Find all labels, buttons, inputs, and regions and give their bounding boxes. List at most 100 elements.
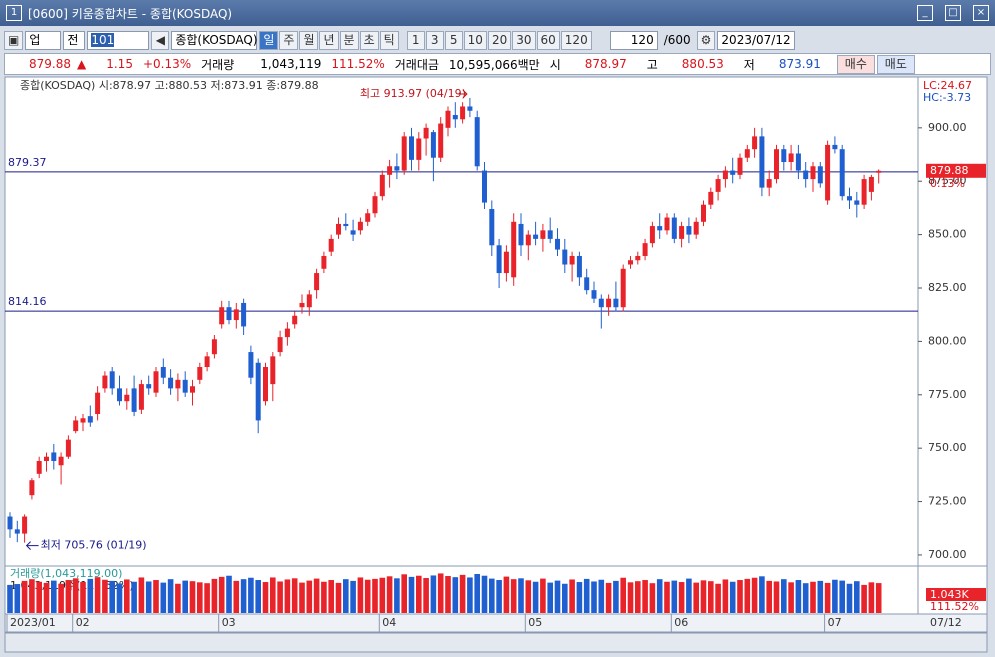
candle-body xyxy=(350,230,356,235)
y-tick-label: 775.00 xyxy=(928,388,967,401)
candle-body xyxy=(664,217,670,231)
sell-button[interactable]: 매도 xyxy=(876,54,915,74)
candle-body xyxy=(722,170,728,180)
volume-bar xyxy=(554,580,561,613)
volume-bar xyxy=(635,581,641,613)
volume-bar xyxy=(364,579,371,613)
volume-bar xyxy=(737,580,743,613)
volume-bar xyxy=(467,577,473,613)
candle-body xyxy=(168,377,174,389)
period-button[interactable]: 10 xyxy=(463,30,487,50)
period-button[interactable]: 1 xyxy=(406,30,425,50)
candle-body xyxy=(868,176,874,192)
volume-bar xyxy=(138,577,145,613)
candle-body xyxy=(394,166,400,171)
volume-bar xyxy=(656,579,663,613)
candle-body xyxy=(197,367,203,380)
volume-bar xyxy=(131,581,137,613)
period-button[interactable]: 년 xyxy=(319,30,339,50)
volume-sub: 1,043,119주(111.52%) xyxy=(10,579,134,592)
candle-body xyxy=(511,221,517,278)
candle-body xyxy=(533,234,539,239)
period-button[interactable]: 120 xyxy=(560,30,592,50)
y-tick-label: 900.00 xyxy=(928,121,967,134)
candle-body xyxy=(328,238,334,252)
period-button[interactable]: 5 xyxy=(444,30,463,50)
candle-body xyxy=(255,362,261,421)
code-input[interactable]: 101 xyxy=(91,32,115,47)
candle-body xyxy=(175,379,181,389)
label: 고 xyxy=(646,57,658,72)
volume-bar xyxy=(248,577,254,613)
volume-bar xyxy=(854,581,860,613)
candle-body xyxy=(467,106,473,111)
period-button[interactable]: 주 xyxy=(279,30,299,50)
candle-body xyxy=(628,260,633,265)
volume-bar xyxy=(277,581,283,613)
volume-bar xyxy=(313,578,320,613)
window-title: [0600] 키움종합차트 - 종합(KOSDAQ) xyxy=(28,6,233,21)
date-input[interactable]: 2023/07/12 xyxy=(717,30,796,50)
tool-button[interactable]: ⚙ xyxy=(696,30,716,50)
candle-body xyxy=(795,153,801,171)
volume-bar xyxy=(722,579,729,613)
period-button[interactable]: 분 xyxy=(339,30,359,50)
candle-body xyxy=(87,416,93,423)
h-line-label: 879.37 xyxy=(8,156,47,169)
candle-body xyxy=(248,352,254,378)
candle-body xyxy=(306,294,312,308)
candle-body xyxy=(569,255,575,265)
market-select[interactable]: 업 xyxy=(25,30,62,50)
y-tick-label: 725.00 xyxy=(928,495,967,508)
candle-body xyxy=(190,386,195,393)
range-select[interactable]: 전 xyxy=(63,30,86,50)
volume-bar xyxy=(459,574,466,613)
high: 880.53 xyxy=(681,57,724,71)
candle-body xyxy=(372,196,378,214)
period-button[interactable]: 30 xyxy=(512,30,536,50)
volume-bar xyxy=(423,578,429,613)
candle-body xyxy=(204,356,210,368)
candle-body xyxy=(606,298,612,308)
x-tick-label: 06 xyxy=(674,616,688,629)
scroll-bar[interactable] xyxy=(4,632,988,653)
chart: 종합(KOSDAQ) 시:878.97 고:880.53 저:873.91 종:… xyxy=(4,76,988,653)
price: 879.88 xyxy=(29,57,71,71)
volume-bar xyxy=(394,578,400,613)
window-button[interactable]: _ xyxy=(917,5,933,21)
volume-bar xyxy=(160,582,167,613)
candle-body xyxy=(226,307,232,321)
window-button[interactable]: □ xyxy=(945,5,961,21)
period-button[interactable]: 60 xyxy=(536,30,560,50)
tool-button[interactable]: ▣ xyxy=(4,30,24,50)
candle-body xyxy=(263,367,268,402)
volume-bar xyxy=(372,578,378,613)
window-button[interactable]: × xyxy=(973,5,989,21)
candle-body xyxy=(430,132,436,158)
volume-bar xyxy=(189,581,196,613)
period-button[interactable]: 초 xyxy=(359,30,379,50)
sound-button[interactable]: ◀ xyxy=(151,30,170,50)
count-input[interactable]: 120 xyxy=(609,30,658,50)
low-note: 최저 705.76 (01/19) xyxy=(41,539,147,552)
candle-body xyxy=(737,157,743,175)
volume-bar xyxy=(416,575,422,613)
candle-body xyxy=(474,117,480,167)
candle-body xyxy=(854,200,860,205)
period-button[interactable]: 일 xyxy=(259,30,279,50)
name-field: 종합(KOSDAQ) xyxy=(171,30,258,50)
period-button[interactable]: 틱 xyxy=(379,30,399,50)
candle-body xyxy=(51,452,57,461)
period-button[interactable]: 월 xyxy=(299,30,319,50)
candle-body xyxy=(715,179,721,192)
volume-bar xyxy=(197,582,203,613)
low-arrow xyxy=(25,541,39,551)
candle-body xyxy=(445,110,451,128)
candle-body xyxy=(781,149,787,162)
period-button[interactable]: 3 xyxy=(425,30,444,50)
buy-button[interactable]: 매수 xyxy=(836,54,875,74)
hc: HC:-3.73 xyxy=(923,91,971,104)
period-button[interactable]: 20 xyxy=(487,30,512,50)
